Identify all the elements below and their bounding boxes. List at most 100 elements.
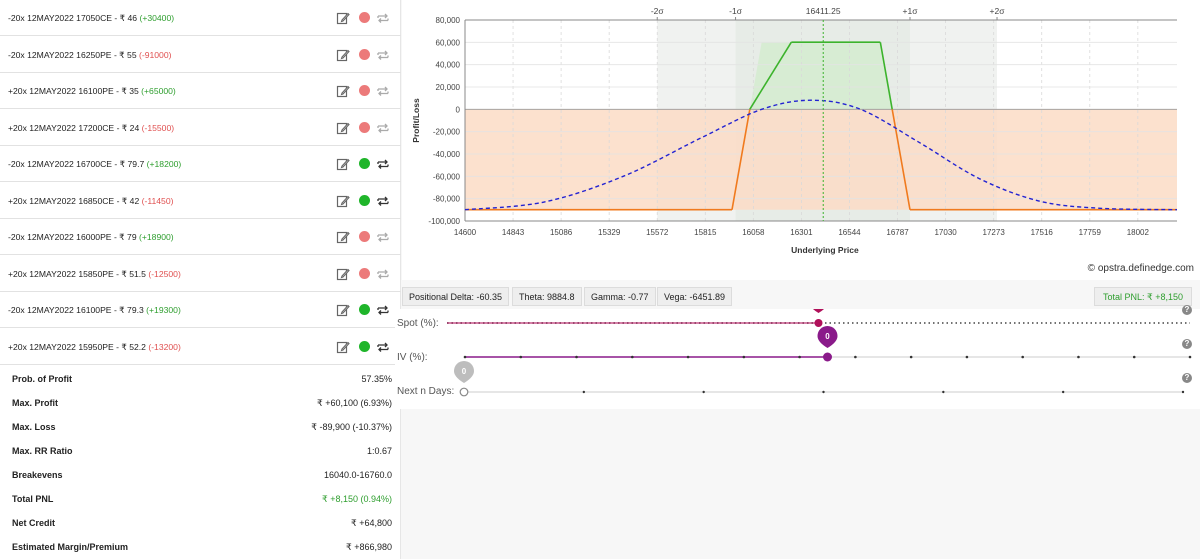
y-tick-label: -60,000 (433, 172, 461, 181)
iv-handle[interactable] (823, 352, 832, 362)
stat-row: Breakevens 16040.0-16760.0 (0, 463, 401, 487)
edit-icon[interactable] (336, 230, 350, 244)
swap-icon[interactable] (376, 11, 390, 25)
position-pnl: (+30400) (139, 13, 175, 23)
stat-row: Total PNL ₹ +8,150 (0.94%) (0, 487, 401, 511)
days-label: Next n Days: (397, 386, 455, 397)
copyright-text: © opstra.definedge.com (1087, 263, 1194, 274)
svg-text:0: 0 (462, 367, 467, 376)
edit-icon[interactable] (336, 157, 350, 171)
spot-handle[interactable] (814, 319, 823, 327)
sliders-svg: 0 0 0 (447, 309, 1192, 397)
position-row: -20x 12MAY2022 16100PE - ₹ 79.3 (+19300) (0, 292, 401, 328)
stat-value: 57.35% (361, 374, 392, 384)
x-tick-label: 16787 (886, 228, 909, 237)
leg-toggle-dot[interactable] (359, 12, 370, 23)
position-qty: +20x (8, 122, 27, 133)
position-text: -20x 12MAY2022 16250PE - ₹ 55 (-91000) (8, 50, 171, 61)
swap-icon[interactable] (376, 194, 390, 208)
leg-toggle-dot[interactable] (359, 304, 370, 315)
leg-toggle-dot[interactable] (359, 231, 370, 242)
edit-icon[interactable] (336, 11, 350, 25)
swap-icon[interactable] (376, 230, 390, 244)
swap-icon[interactable] (376, 303, 390, 317)
position-qty: -20x (8, 305, 25, 315)
stat-label: Max. Loss (12, 422, 56, 432)
days-handle[interactable] (459, 387, 469, 397)
position-qty: +20x (8, 268, 27, 279)
leg-toggle-dot[interactable] (359, 194, 370, 206)
payoff-segment (749, 41, 793, 110)
position-expiry: 12MAY2022 (29, 86, 76, 96)
leg-toggle-dot[interactable] (359, 267, 370, 279)
iv-tick (686, 355, 690, 359)
stat-value: 16040.0-16760.0 (323, 470, 392, 480)
leg-toggle-dot[interactable] (359, 85, 370, 96)
spot-label: Spot (%): (397, 318, 439, 329)
position-price: - ₹ 79.7 (114, 159, 145, 169)
leg-toggle-dot[interactable] (359, 340, 370, 352)
iv-tick (909, 355, 913, 359)
edit-icon[interactable] (336, 121, 350, 135)
days-tick (822, 390, 825, 394)
leg-toggle-dot[interactable] (359, 158, 370, 169)
position-expiry: 12MAY2022 (27, 49, 74, 60)
position-contract: 16250PE (76, 49, 112, 60)
total-pnl-badge: Total PNL: ₹ +8,150 (1093, 287, 1192, 306)
stat-label: Net Credit (12, 518, 56, 528)
y-tick-label: -100,000 (428, 217, 460, 226)
swap-icon[interactable] (376, 84, 390, 98)
edit-icon[interactable] (336, 48, 350, 62)
iv-tick (965, 355, 969, 359)
y-tick-label: 0 (456, 105, 461, 114)
position-contract: 17050CE (76, 13, 113, 23)
x-tick-label: 16301 (790, 228, 813, 237)
position-price: - ₹ 52.2 (116, 341, 146, 352)
swap-icon[interactable] (376, 48, 390, 62)
position-text: -20x 12MAY2022 16000PE - ₹ 79 (+18900) (8, 232, 174, 243)
stat-label: Prob. of Profit (12, 374, 72, 384)
vega-badge: Vega: -6451.89 (657, 287, 733, 306)
edit-icon[interactable] (336, 194, 350, 208)
x-axis-title: Underlying Price (791, 245, 859, 255)
swap-icon[interactable] (376, 157, 390, 171)
swap-icon[interactable] (376, 267, 390, 281)
swap-icon[interactable] (376, 340, 390, 354)
iv-tick (1132, 355, 1136, 359)
iv-help-icon[interactable]: ? (1182, 339, 1192, 349)
leg-toggle-dot[interactable] (359, 121, 370, 133)
days-value-marker[interactable]: 0 (454, 361, 474, 383)
leg-toggle-dot[interactable] (359, 48, 370, 60)
position-text: +20x 12MAY2022 16850CE - ₹ 42 (-11450) (8, 196, 173, 207)
x-tick-label: 14843 (502, 228, 525, 237)
position-text: -20x 12MAY2022 16100PE - ₹ 79.3 (+19300) (8, 305, 181, 316)
edit-icon[interactable] (336, 303, 350, 317)
x-tick-label: 15572 (646, 228, 669, 237)
edit-icon[interactable] (336, 340, 350, 354)
iv-tick (463, 355, 467, 359)
position-contract: 16100PE (78, 86, 114, 96)
position-row: -20x 12MAY2022 17050CE - ₹ 46 (+30400) (0, 0, 401, 36)
days-help-icon[interactable]: ? (1182, 373, 1192, 383)
stat-row: Net Credit ₹ +64,800 (0, 511, 401, 535)
iv-tick (742, 355, 746, 359)
stat-value: ₹ +866,980 (345, 542, 392, 552)
spot-help-icon[interactable]: ? (1182, 305, 1192, 315)
swap-icon[interactable] (376, 121, 390, 135)
spot-value-marker[interactable]: 0 (809, 309, 829, 313)
position-pnl: (-12500) (148, 268, 181, 279)
edit-icon[interactable] (336, 84, 350, 98)
sliders-panel: 0 0 0 Spot (%): IV (%): Next n Days: ? ? ? (395, 305, 1200, 409)
edit-icon[interactable] (336, 267, 350, 281)
position-row: +20x 12MAY2022 15950PE - ₹ 52.2 (-13200) (0, 329, 401, 365)
payoff-chart: -2σ -1σ +1σ +2σ 16411.25 80,000 60,000 40,000 20… (402, 0, 1200, 280)
payoff-segment (731, 109, 751, 210)
x-tick-label: 15086 (550, 228, 573, 237)
position-pnl: (+65000) (141, 86, 176, 96)
iv-tick (1077, 355, 1080, 359)
position-text: +20x 12MAY2022 17200CE - ₹ 24 (-15500) (8, 123, 174, 134)
position-text: +20x 12MAY2022 15850PE - ₹ 51.5 (-12500) (8, 269, 181, 280)
iv-value-marker[interactable]: 0 (817, 326, 838, 348)
stat-value: ₹ +60,100 (6.93%) (316, 398, 392, 408)
position-contract: 15950PE (78, 341, 114, 352)
